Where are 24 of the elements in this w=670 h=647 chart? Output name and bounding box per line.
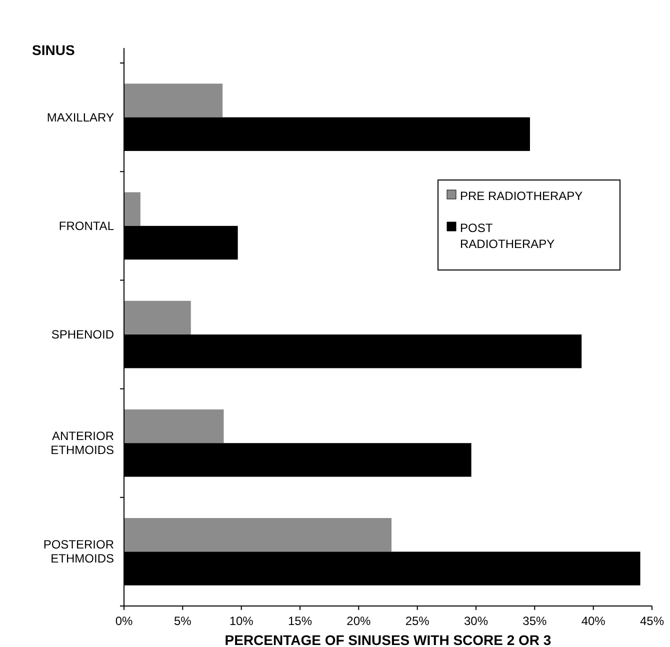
bar — [124, 84, 223, 118]
legend-label: PRE RADIOTHERAPY — [460, 189, 583, 203]
x-tick-label: 10% — [229, 614, 254, 628]
legend-label: POST RADIOTHERAPY — [460, 221, 555, 251]
x-tick-label: 20% — [346, 614, 371, 628]
x-tick-label: 25% — [405, 614, 430, 628]
y-tick-label: MAXILLARY — [46, 110, 114, 124]
bar — [124, 192, 140, 226]
x-axis-title: PERCENTAGE OF SINUSES WITH SCORE 2 OR 3 — [224, 632, 552, 647]
bar — [124, 409, 224, 444]
x-tick-label: 45% — [640, 614, 664, 628]
y-axis-title: SINUS — [32, 42, 75, 58]
y-tick-label: ANTERIOR ETHMOIDS — [50, 429, 114, 458]
x-tick-label: 15% — [288, 614, 312, 628]
y-tick-label: POSTERIOR ETHMOIDS — [43, 538, 114, 566]
y-tick-label: FRONTAL — [58, 218, 114, 233]
bar — [124, 300, 191, 334]
x-tick-label: 5% — [174, 614, 192, 628]
x-tick-label: 35% — [522, 614, 547, 628]
x-tick-label: 0% — [115, 614, 133, 628]
y-tick-label: SPHENOID — [51, 328, 114, 342]
x-tick-label: 40% — [581, 614, 606, 628]
x-tick-label: 30% — [464, 614, 488, 628]
bar — [124, 518, 392, 552]
